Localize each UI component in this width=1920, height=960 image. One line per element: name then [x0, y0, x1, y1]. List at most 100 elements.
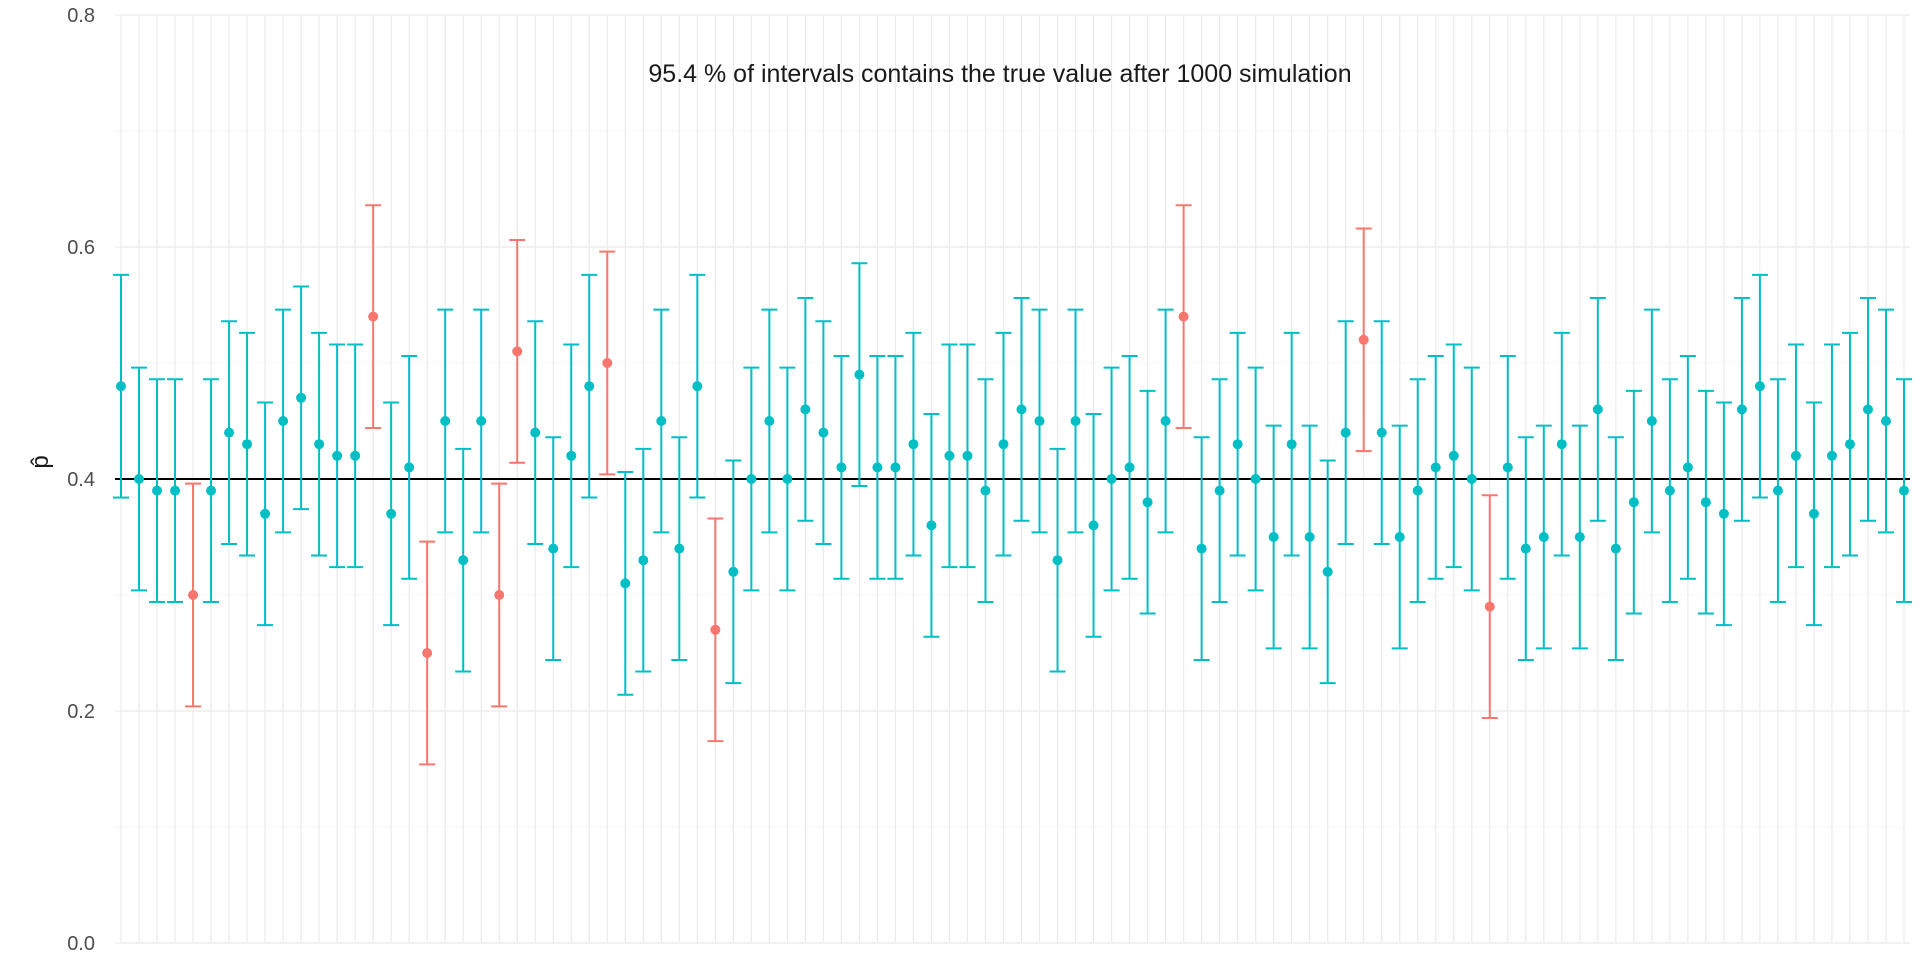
confidence-interval — [779, 366, 796, 592]
estimate-point — [314, 439, 325, 450]
confidence-interval — [347, 343, 364, 569]
estimate-point — [1322, 566, 1333, 577]
estimate-point — [350, 450, 361, 461]
estimate-point — [1286, 439, 1297, 450]
confidence-interval — [1139, 389, 1156, 615]
confidence-interval — [1103, 366, 1120, 592]
confidence-interval — [491, 482, 508, 708]
confidence-interval — [995, 331, 1012, 557]
estimate-point — [1376, 427, 1387, 438]
confidence-interval — [635, 447, 652, 673]
estimate-point — [386, 508, 397, 519]
confidence-interval — [1247, 366, 1264, 592]
confidence-interval — [1085, 413, 1102, 638]
confidence-interval — [545, 436, 562, 661]
confidence-interval — [473, 308, 490, 534]
estimate-point — [890, 462, 901, 473]
estimate-point — [1592, 404, 1603, 415]
confidence-interval — [743, 366, 760, 592]
estimate-point — [1106, 474, 1117, 484]
confidence-interval — [293, 285, 310, 511]
estimate-point — [134, 474, 145, 484]
confidence-interval — [311, 331, 328, 557]
confidence-interval — [1517, 436, 1534, 661]
estimate-point — [746, 474, 757, 484]
confidence-interval — [275, 308, 292, 534]
confidence-interval — [131, 366, 148, 592]
y-tick-label: 0.2 — [67, 701, 95, 723]
estimate-point — [1826, 450, 1837, 461]
estimate-point — [242, 439, 253, 450]
estimate-point — [1052, 555, 1063, 566]
confidence-interval — [509, 239, 526, 464]
estimate-point — [584, 381, 595, 392]
confidence-interval — [977, 378, 994, 603]
confidence-interval — [1697, 389, 1714, 615]
confidence-interval — [851, 262, 868, 487]
estimate-point — [1880, 416, 1891, 426]
confidence-interval — [1643, 308, 1660, 534]
confidence-interval — [1841, 331, 1858, 557]
confidence-interval — [1607, 436, 1624, 661]
estimate-point — [1790, 450, 1801, 461]
confidence-interval — [1157, 308, 1174, 534]
y-tick-label: 0.6 — [67, 237, 95, 259]
estimate-point — [1754, 381, 1765, 392]
y-tick-label: 0.8 — [67, 5, 95, 27]
estimate-point — [1250, 474, 1261, 484]
estimate-point — [188, 590, 199, 600]
estimate-point — [152, 485, 163, 496]
estimate-point — [944, 450, 955, 461]
confidence-interval — [1733, 297, 1750, 522]
estimate-point — [1538, 532, 1549, 542]
estimate-point — [512, 346, 523, 357]
estimate-point — [1358, 334, 1369, 345]
estimate-point — [260, 508, 271, 519]
estimate-point — [440, 416, 451, 426]
estimate-point — [1700, 497, 1711, 508]
estimate-point — [854, 369, 865, 380]
estimate-point — [782, 474, 793, 484]
confidence-interval — [455, 447, 472, 673]
estimate-point — [1340, 427, 1351, 438]
confidence-interval — [1877, 308, 1894, 534]
confidence-interval — [1625, 389, 1642, 615]
estimate-point — [1268, 532, 1279, 542]
estimate-point — [1718, 508, 1729, 519]
y-axis-title: p̂ — [27, 455, 54, 468]
estimate-point — [1124, 462, 1135, 473]
confidence-interval — [1463, 366, 1480, 592]
estimate-point — [1772, 485, 1783, 496]
confidence-interval — [1427, 355, 1444, 580]
confidence-interval — [1391, 424, 1408, 650]
confidence-interval — [1067, 308, 1084, 534]
confidence-interval — [1355, 227, 1372, 453]
confidence-interval — [185, 482, 202, 708]
estimate-point — [872, 462, 883, 473]
estimate-point — [1178, 311, 1189, 322]
estimate-point — [1016, 404, 1027, 415]
estimate-point — [602, 358, 613, 368]
estimate-point — [1556, 439, 1567, 450]
confidence-interval — [1283, 331, 1300, 557]
confidence-interval — [815, 320, 832, 545]
estimate-point — [116, 381, 126, 392]
confidence-interval — [1499, 355, 1516, 580]
estimate-point — [332, 450, 343, 461]
estimate-point — [1466, 474, 1477, 484]
estimate-point — [1736, 404, 1747, 415]
confidence-interval — [689, 273, 706, 499]
estimate-point — [1142, 497, 1153, 508]
estimate-point — [1844, 439, 1855, 450]
confidence-interval — [149, 378, 166, 603]
estimate-point — [1808, 508, 1819, 519]
axis-layer: 0.0 0.2 0.4 0.6 0.8 — [67, 5, 95, 955]
estimate-point — [800, 404, 811, 415]
estimate-point — [1430, 462, 1441, 473]
confidence-interval — [1211, 378, 1228, 603]
estimate-point — [1899, 485, 1909, 496]
confidence-interval — [1553, 331, 1570, 557]
confidence-interval — [113, 273, 129, 499]
estimate-point — [1520, 543, 1531, 554]
